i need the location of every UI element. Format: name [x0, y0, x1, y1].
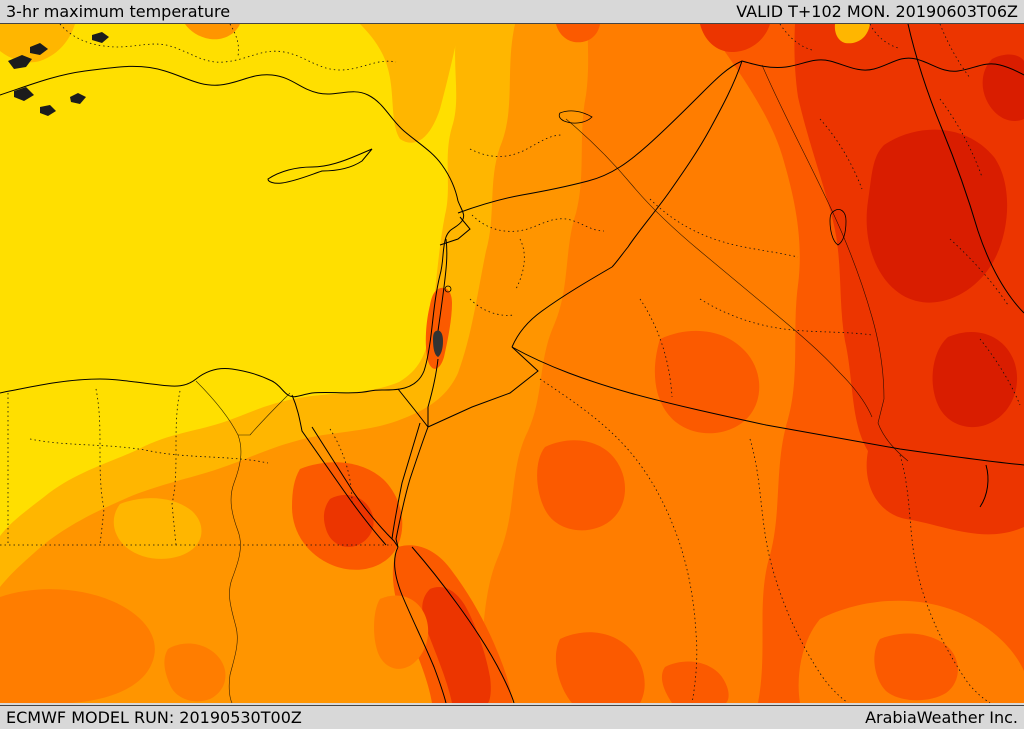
lake-assad: [558, 110, 593, 124]
nile-delta-branch: [238, 392, 291, 436]
temp-patch-amber-topcoast: [360, 24, 460, 143]
admin-boundaries-dotted: [0, 24, 1021, 703]
border-israel-jordan: [427, 238, 448, 427]
temp-patch-red-orange-saudi-s1: [555, 632, 645, 703]
lakes: [433, 110, 847, 357]
euphrates-river: [565, 118, 873, 418]
temp-patch-amber-egypt-center: [113, 498, 202, 559]
border-jordan-saudi: [427, 346, 539, 428]
credit-label: ArabiaWeather Inc.: [865, 707, 1018, 727]
admin-line: [939, 24, 971, 79]
temp-core-dark-red-b: [932, 331, 1018, 428]
admin-line: [171, 390, 181, 546]
temp-patch-red-top: [700, 24, 770, 52]
temperature-fill-layers: [0, 24, 1024, 703]
temp-patch-red-orange-topcenter: [556, 24, 600, 43]
temp-band-yellow-main: [0, 24, 458, 536]
admin-line: [59, 24, 397, 71]
cyprus-island: [267, 148, 373, 184]
map-area: [0, 24, 1024, 705]
island: [70, 93, 86, 104]
temp-core-dark-red-c: [982, 54, 1024, 121]
admin-line: [649, 198, 799, 258]
temp-patch-deep-orange-sw1: [0, 589, 155, 703]
dead-sea: [433, 330, 443, 357]
temp-core-red-sinai: [323, 494, 374, 548]
border-turkey-syria-iraq: [457, 57, 1024, 214]
island: [8, 55, 32, 69]
island: [92, 32, 109, 43]
island: [40, 105, 56, 116]
temp-sliver-red-orange-jordan-valley: [425, 287, 452, 369]
aqaba-gulf-coast: [391, 422, 429, 548]
border-israel-egypt: [397, 388, 429, 428]
lake-tharthar: [829, 209, 847, 246]
temperature-map: [0, 24, 1024, 703]
header-bar: 3-hr maximum temperature VALID T+102 MON…: [0, 0, 1024, 24]
admin-line: [749, 438, 849, 703]
mediterranean-coastline: [0, 65, 465, 398]
temp-patch-deep-orange-sw2: [164, 643, 226, 702]
rivers: [195, 64, 909, 703]
temp-patch-amber-topright: [834, 24, 870, 44]
admin-line: [469, 134, 563, 157]
temp-core-red-redsea: [422, 587, 491, 703]
temp-patch-red-orange-se: [874, 633, 958, 701]
valid-time-label: VALID T+102 MON. 20190603T06Z: [736, 1, 1018, 21]
admin-line: [699, 298, 873, 336]
temp-patch-orange-topcenter: [185, 24, 240, 40]
red-sea-coast-west: [394, 546, 447, 703]
border-syria-iraq: [611, 60, 743, 268]
border-iraq-iran: [907, 24, 1024, 314]
coastlines: [0, 65, 515, 703]
product-title: 3-hr maximum temperature: [6, 1, 231, 21]
temp-patch-red-orange-nwsaudi: [537, 440, 626, 531]
footer-bar: ECMWF MODEL RUN: 20190530T00Z ArabiaWeat…: [0, 705, 1024, 729]
border-iraq-saudi: [511, 346, 1024, 466]
island: [14, 87, 34, 101]
temp-patch-amber-topleft: [0, 24, 75, 63]
border-jordan-iraq: [511, 266, 613, 348]
islands: [8, 32, 109, 116]
temp-patch-red-orange-iraq-center: [654, 330, 760, 434]
country-borders: [397, 24, 1024, 508]
border-kuwait: [979, 464, 989, 508]
tigris-river: [761, 64, 909, 462]
sea-of-galilee: [444, 285, 452, 293]
suez-gulf-coast: [291, 394, 399, 548]
temp-core-dark-red-a: [866, 129, 1008, 303]
admin-line: [899, 454, 991, 703]
model-run-label: ECMWF MODEL RUN: 20190530T00Z: [6, 707, 302, 727]
admin-line: [819, 118, 863, 190]
border-lebanon-syria: [439, 216, 471, 246]
temp-patch-red-orange-saudi-s2: [661, 661, 729, 703]
red-sea-coast-east: [411, 546, 515, 703]
admin-line: [869, 24, 899, 49]
temp-patch-deep-orange-egypt-redsea: [374, 595, 429, 669]
island: [30, 43, 48, 55]
